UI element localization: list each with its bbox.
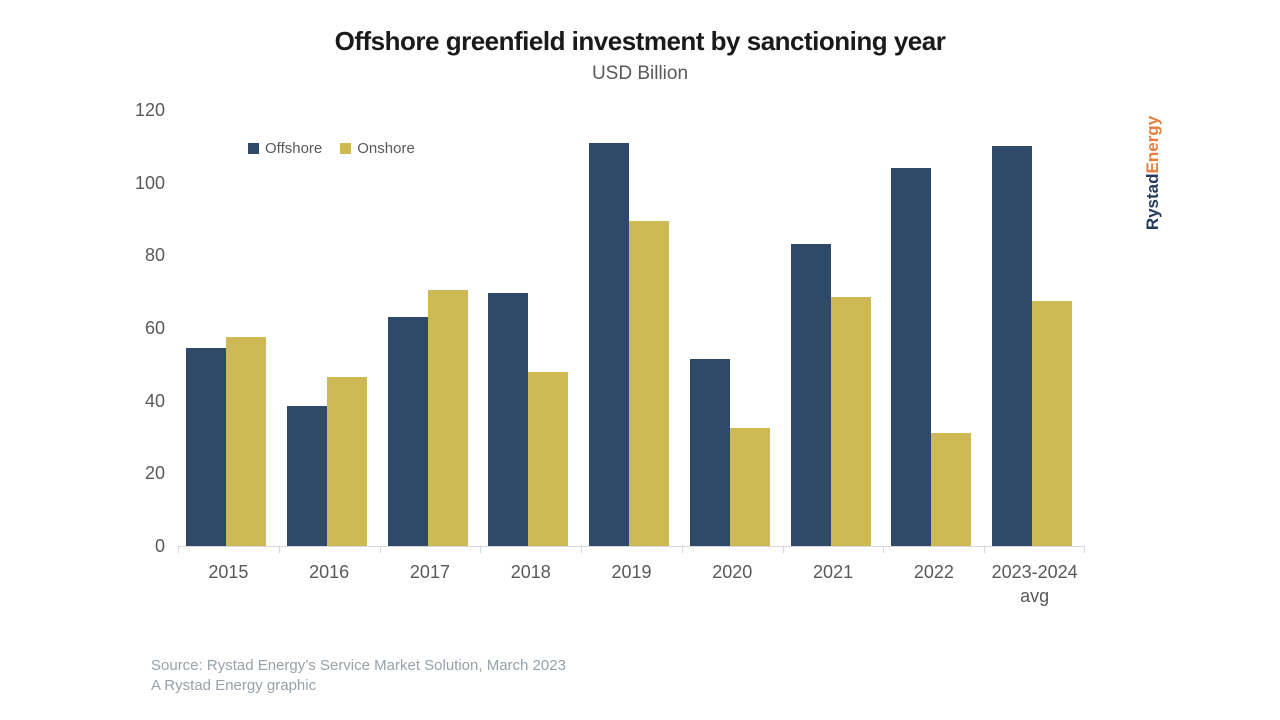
bar-group-2020 bbox=[682, 110, 783, 546]
chart-title: Offshore greenfield investment by sancti… bbox=[334, 26, 946, 56]
x-axis-tick bbox=[883, 547, 884, 553]
bar-onshore-2019 bbox=[629, 221, 670, 546]
x-tick-label-2022: 2022 bbox=[913, 562, 954, 582]
bar-onshore-2021 bbox=[830, 297, 871, 546]
bar-group-2019 bbox=[581, 110, 682, 546]
legend-label-offshore: Offshore bbox=[265, 140, 323, 157]
offshore-swatch-icon bbox=[248, 143, 259, 154]
bar-group-2023-2024 bbox=[984, 110, 1085, 546]
bar-group-2021 bbox=[783, 110, 884, 546]
source-line-2: A Rystad Energy graphic bbox=[151, 677, 317, 694]
bar-offshore-2021 bbox=[790, 244, 831, 546]
x-tick-label-2015: 2015 bbox=[208, 562, 249, 582]
y-tick-label-100: 100 bbox=[134, 173, 165, 193]
legend: Offshore Onshore bbox=[248, 140, 415, 157]
bar-group-2017 bbox=[380, 110, 481, 546]
source-line-1: Source: Rystad Energy’s Service Market S… bbox=[151, 657, 566, 674]
bar-offshore-2018 bbox=[488, 293, 529, 546]
bar-offshore-2016 bbox=[286, 406, 327, 546]
bar-offshore-2017 bbox=[387, 317, 428, 546]
bar-onshore-2018 bbox=[528, 372, 569, 546]
bar-group-2022 bbox=[883, 110, 984, 546]
bar-onshore-2022 bbox=[931, 433, 972, 546]
x-tick-label-2021: 2021 bbox=[813, 562, 854, 582]
bar-offshore-2020 bbox=[689, 359, 730, 546]
y-tick-label-80: 80 bbox=[144, 245, 165, 265]
bar-onshore-2020 bbox=[729, 428, 770, 546]
bar-group-2018 bbox=[480, 110, 581, 546]
y-tick-label-0: 0 bbox=[154, 536, 165, 556]
logo-part-energy: Energy bbox=[1143, 115, 1162, 174]
x-axis-labels: 2015 2016 2017 2018 2019 2020 2021 2022 2023-202… bbox=[178, 560, 1085, 608]
x-tick-label-2023-2024: 2023-2024 avg bbox=[991, 562, 1078, 606]
x-tick-label-2016: 2016 bbox=[309, 562, 350, 582]
y-tick-label-20: 20 bbox=[144, 463, 165, 483]
x-axis-tick bbox=[279, 547, 280, 553]
bar-offshore-2019 bbox=[589, 143, 630, 546]
legend-item-offshore: Offshore bbox=[248, 140, 322, 157]
source-note: Source: Rystad Energy’s Service Market S… bbox=[151, 656, 566, 696]
x-axis-tick bbox=[682, 547, 683, 553]
x-axis-tick bbox=[178, 547, 179, 553]
x-tick-label-2020: 2020 bbox=[712, 562, 753, 582]
x-axis-tick bbox=[380, 547, 381, 553]
x-axis-tick bbox=[1084, 547, 1085, 553]
onshore-swatch-icon bbox=[340, 143, 352, 154]
bar-onshore-2023-2024 bbox=[1032, 301, 1073, 546]
bar-onshore-2015 bbox=[226, 337, 266, 546]
logo-part-rystad: Rystad bbox=[1143, 173, 1162, 231]
bar-offshore-2022 bbox=[891, 168, 932, 546]
bar-onshore-2017 bbox=[427, 290, 468, 546]
x-tick-label-2017: 2017 bbox=[409, 562, 450, 582]
x-tick-label-2019: 2019 bbox=[611, 562, 652, 582]
x-tick-label-2018: 2018 bbox=[510, 562, 551, 582]
legend-label-onshore: Onshore bbox=[357, 140, 415, 157]
x-axis-tick bbox=[480, 547, 481, 553]
y-tick-label-40: 40 bbox=[144, 391, 165, 411]
chart-subtitle: USD Billion bbox=[591, 63, 689, 84]
legend-item-onshore: Onshore bbox=[340, 140, 415, 157]
plot-area bbox=[178, 110, 1085, 547]
y-tick-label-120: 120 bbox=[134, 100, 165, 120]
rystad-energy-logo: RystadEnergy bbox=[1143, 115, 1163, 231]
x-axis-tick bbox=[581, 547, 582, 553]
x-axis-tick bbox=[984, 547, 985, 553]
x-axis-ticks bbox=[178, 547, 1085, 553]
x-axis-tick bbox=[783, 547, 784, 553]
y-axis: 0 20 40 60 80 100 120 bbox=[0, 0, 165, 720]
y-tick-label-60: 60 bbox=[144, 318, 165, 338]
bar-offshore-2023-2024 bbox=[992, 146, 1033, 546]
bar-offshore-2015 bbox=[186, 348, 226, 546]
bar-group-2016 bbox=[279, 110, 380, 546]
bar-group-2015 bbox=[178, 110, 279, 546]
bar-onshore-2016 bbox=[326, 377, 367, 546]
